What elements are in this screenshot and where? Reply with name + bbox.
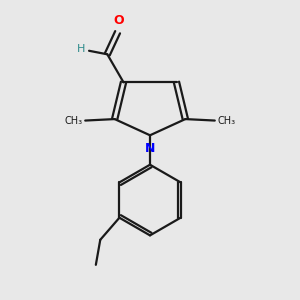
Text: CH₃: CH₃ — [65, 116, 83, 126]
Text: O: O — [114, 14, 124, 27]
Text: N: N — [145, 142, 155, 155]
Text: H: H — [77, 44, 86, 54]
Text: CH₃: CH₃ — [217, 116, 235, 126]
